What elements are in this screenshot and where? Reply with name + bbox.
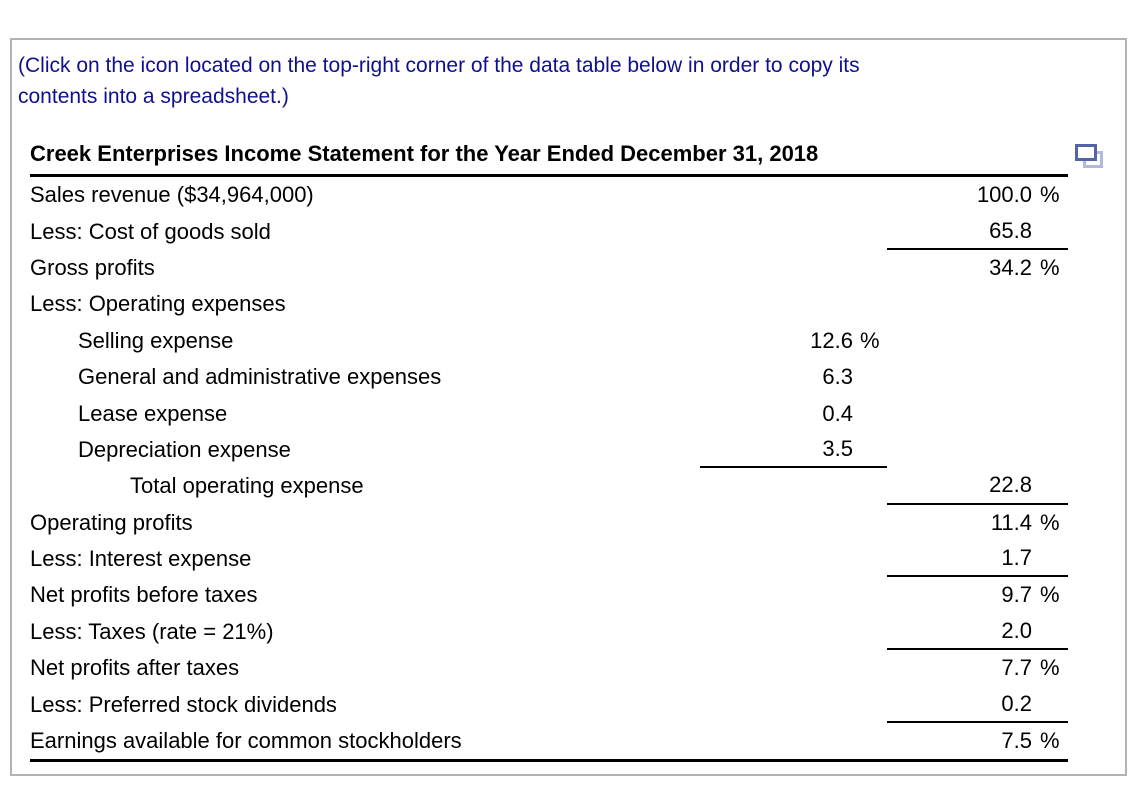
content-frame [10, 38, 1127, 776]
percent-sign-mid: % [860, 327, 880, 353]
value-cell-mid [700, 723, 887, 759]
value-right: 7.5 [1001, 728, 1032, 754]
value-cell-right: 2.0 [887, 614, 1068, 651]
row-label: Lease expense [78, 400, 228, 426]
value-cell-right: 11.4% [887, 505, 1068, 541]
row-label: Less: Cost of goods sold [30, 218, 271, 244]
table-row: Net profits before taxes 9.7% [30, 577, 1068, 613]
table-row: Total operating expense 22.8 [30, 468, 1068, 505]
value-right: 22.8 [989, 472, 1032, 498]
table-row: Lease expense 0.4 [30, 395, 1068, 431]
row-label: Net profits after taxes [30, 655, 240, 681]
instruction-line-2: contents into a spreadsheet.) [18, 85, 289, 108]
table-row: Less: Taxes (rate = 21%) 2.0 [30, 614, 1068, 651]
value-right: 7.7 [1001, 655, 1032, 681]
row-label: Operating profits [30, 509, 193, 535]
value-cell-right [887, 395, 1068, 431]
value-cell-mid [700, 250, 887, 286]
value-right: 100.0 [976, 182, 1032, 208]
row-label: Sales revenue ($34,964,000) [30, 182, 314, 208]
table-row: General and administrative expenses 6.3 [30, 359, 1068, 395]
value-mid: 12.6 [810, 327, 853, 353]
value-mid: 3.5 [822, 435, 853, 461]
value-cell-mid [700, 686, 887, 722]
value-cell-mid [700, 614, 887, 650]
row-label: Less: Operating expenses [30, 291, 286, 317]
table-row: Earnings available for common stockholde… [30, 723, 1068, 759]
percent-sign-right: % [1040, 582, 1060, 608]
row-label: Selling expense [78, 327, 234, 353]
value-cell-mid [700, 286, 887, 322]
row-label: Total operating expense [130, 473, 364, 499]
table-row: Less: Preferred stock dividends 0.2 [30, 686, 1068, 723]
value-cell-mid: 0.4 [700, 395, 887, 431]
value-cell-right: 22.8 [887, 468, 1068, 505]
value-cell-mid [700, 541, 887, 577]
income-statement-table: Creek Enterprises Income Statement for t… [30, 141, 1068, 763]
value-right: 0.2 [1001, 690, 1032, 716]
table-row: Less: Interest expense 1.7 [30, 541, 1068, 578]
value-cell-right: 9.7% [887, 577, 1068, 613]
row-label: Net profits before taxes [30, 582, 258, 608]
value-cell-right: 7.5% [887, 723, 1068, 759]
row-label: Gross profits [30, 254, 155, 280]
value-cell-right [887, 359, 1068, 395]
table-row: Net profits after taxes 7.7% [30, 650, 1068, 686]
table-title: Creek Enterprises Income Statement for t… [30, 141, 1068, 177]
value-cell-mid: 12.6% [700, 323, 887, 359]
row-label: Less: Preferred stock dividends [30, 691, 337, 717]
percent-sign-right: % [1040, 182, 1060, 208]
table-row: Sales revenue ($34,964,000) 100.0% [30, 177, 1068, 213]
value-cell-right: 100.0% [887, 177, 1068, 213]
table-rows: Sales revenue ($34,964,000) 100.0% Less: C… [30, 177, 1068, 763]
table-row: Operating profits 11.4% [30, 505, 1068, 541]
copy-to-spreadsheet-icon[interactable] [1075, 144, 1105, 170]
table-row: Selling expense 12.6% [30, 323, 1068, 359]
value-cell-right [887, 323, 1068, 359]
copy-icon-front-sheet [1075, 144, 1097, 161]
value-right: 65.8 [989, 217, 1032, 243]
value-cell-right [887, 286, 1068, 322]
percent-sign-right: % [1040, 254, 1060, 280]
table-row: Gross profits 34.2% [30, 250, 1068, 286]
value-cell-mid [700, 213, 887, 249]
value-cell-right: 1.7 [887, 541, 1068, 578]
value-right: 9.7 [1001, 582, 1032, 608]
percent-sign-right: % [1040, 509, 1060, 535]
value-cell-mid: 6.3 [700, 359, 887, 395]
table-row: Depreciation expense 3.5 [30, 432, 1068, 469]
value-right: 11.4 [990, 509, 1032, 535]
value-right: 1.7 [1001, 545, 1032, 571]
row-label: Depreciation expense [78, 436, 291, 462]
value-cell-mid [700, 505, 887, 541]
row-label: Less: Interest expense [30, 546, 252, 572]
value-cell-right: 65.8 [887, 213, 1068, 250]
row-label: Less: Taxes (rate = 21%) [30, 618, 274, 644]
percent-sign-right: % [1040, 728, 1060, 754]
value-cell-mid [700, 577, 887, 613]
instruction-text: (Click on the icon located on the top-ri… [18, 50, 1088, 112]
value-cell-right: 7.7% [887, 650, 1068, 686]
value-cell-right: 0.2 [887, 686, 1068, 723]
percent-sign-right: % [1040, 655, 1060, 681]
value-cell-right: 34.2% [887, 250, 1068, 286]
value-cell-mid: 3.5 [700, 432, 887, 469]
value-cell-mid [700, 468, 887, 504]
instruction-line-1: (Click on the icon located on the top-ri… [18, 54, 860, 77]
value-mid: 6.3 [822, 364, 853, 390]
value-cell-right [887, 432, 1068, 468]
row-label: General and administrative expenses [78, 364, 442, 390]
value-cell-mid [700, 650, 887, 686]
value-cell-mid [700, 177, 887, 213]
table-row: Less: Operating expenses [30, 286, 1068, 322]
value-right: 2.0 [1001, 617, 1032, 643]
row-label: Earnings available for common stockholde… [30, 728, 462, 754]
value-right: 34.2 [989, 254, 1032, 280]
table-row: Less: Cost of goods sold 65.8 [30, 213, 1068, 250]
value-mid: 0.4 [822, 400, 853, 426]
